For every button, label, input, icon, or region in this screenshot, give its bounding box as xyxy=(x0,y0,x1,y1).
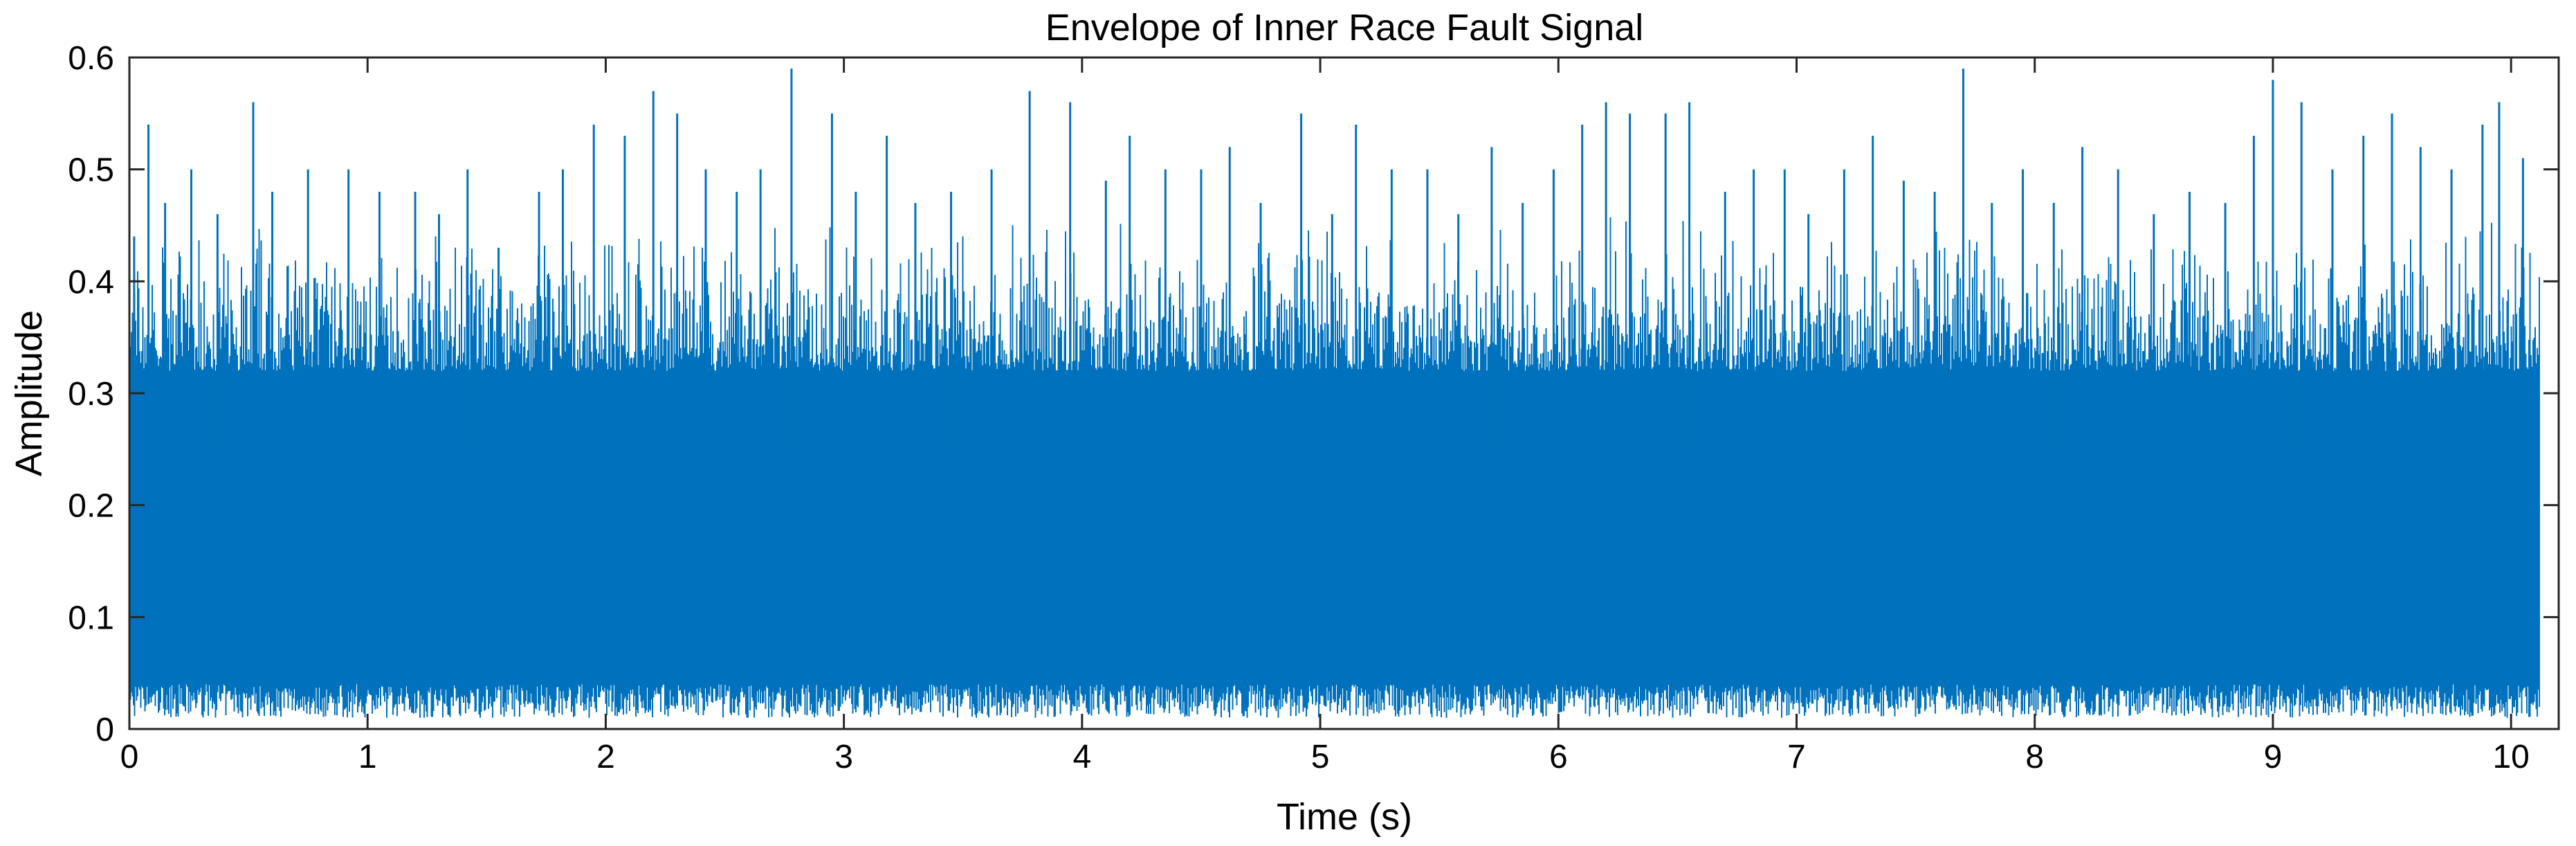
x-tick-label: 1 xyxy=(358,739,377,775)
x-tick-label: 10 xyxy=(2492,739,2529,775)
x-tick-label: 2 xyxy=(596,739,615,775)
plot-area xyxy=(129,69,2540,718)
axes-frame xyxy=(128,56,2560,730)
y-tick-label: 0 xyxy=(95,712,114,748)
x-tick-label: 3 xyxy=(834,739,853,775)
signal-series xyxy=(129,69,2540,718)
y-tick-label: 0.3 xyxy=(68,376,114,413)
y-axis-label: Amplitude xyxy=(8,310,50,476)
y-tick-label: 0.4 xyxy=(68,264,114,300)
y-tick-label: 0.1 xyxy=(68,600,114,636)
signal-trace xyxy=(129,217,2540,718)
x-tick-label: 7 xyxy=(1787,739,1806,775)
tick-labels: 0 1 2 3 4 5 6 7 8 9 10 0 0.1 0.2 0.3 0.4 0.5 0.6 xyxy=(68,40,2530,775)
x-tick-label: 5 xyxy=(1311,739,1330,775)
x-axis-label: Time (s) xyxy=(1277,796,1412,838)
y-tick-label: 0.2 xyxy=(68,488,114,525)
y-tick-label: 0.5 xyxy=(68,152,114,189)
x-tick-label: 9 xyxy=(2264,739,2283,775)
x-tick-label: 4 xyxy=(1073,739,1092,775)
y-tick-label: 0.6 xyxy=(68,40,114,77)
chart-title: Envelope of Inner Race Fault Signal xyxy=(1045,7,1644,48)
x-tick-label: 6 xyxy=(1549,739,1568,775)
x-tick-label: 8 xyxy=(2025,739,2044,775)
x-tick-label: 0 xyxy=(120,739,139,775)
